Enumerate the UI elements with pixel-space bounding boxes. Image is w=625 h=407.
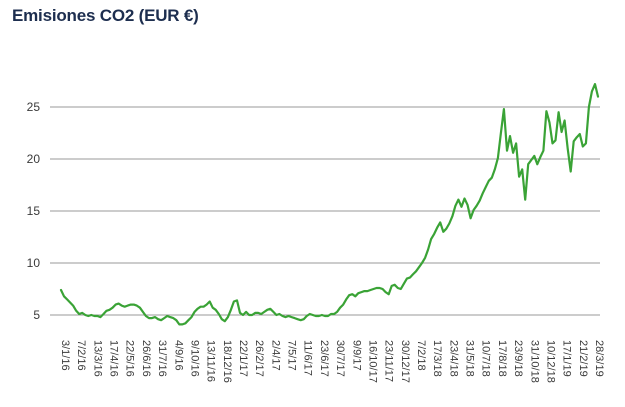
x-tick-label: 13/11/16: [205, 340, 217, 382]
chart-title: Emisiones CO2 (EUR €): [12, 6, 199, 25]
x-tick-label: 21/2/19: [577, 340, 589, 377]
y-axis-ticks: 5 10 15 20 25: [27, 100, 41, 322]
y-tick-label: 5: [33, 308, 40, 322]
x-tick-label: 23/9/18: [512, 340, 524, 377]
x-tick-label: 22/5/16: [124, 340, 136, 377]
x-tick-label: 17/1/19: [561, 340, 573, 377]
x-tick-label: 3/1/16: [59, 340, 71, 371]
x-tick-label: 7/2/16: [75, 340, 87, 371]
x-tick-label: 17/8/18: [496, 340, 508, 377]
x-tick-label: 9/9/17: [350, 340, 362, 371]
series-layer: [59, 82, 600, 326]
x-tick-label: 23/6/17: [318, 340, 330, 377]
x-tick-label: 17/4/16: [108, 340, 120, 377]
x-tick-label: 10/12/18: [544, 340, 556, 383]
x-tick-label: 22/1/17: [237, 340, 249, 377]
x-axis-ticks: 3/1/16 7/2/16 13/3/16 17/4/16 22/5/16 26/6/16…: [59, 340, 605, 383]
x-tick-label: 31/5/18: [464, 340, 476, 377]
x-tick-label: 7/2/18: [415, 340, 427, 371]
x-tick-label: 30/12/17: [399, 340, 411, 383]
x-tick-label: 7/5/17: [286, 340, 298, 371]
y-tick-label: 25: [27, 100, 41, 114]
x-tick-label: 11/6/17: [302, 340, 314, 376]
x-tick-label: 30/7/17: [334, 340, 346, 377]
y-tick-label: 15: [27, 204, 41, 218]
x-tick-label: 31/7/16: [156, 340, 168, 377]
x-tick-label: 26/6/16: [140, 340, 152, 377]
series-line: [59, 82, 600, 326]
x-tick-label: 26/2/17: [253, 340, 265, 377]
x-tick-label: 17/3/18: [431, 340, 443, 377]
x-tick-label: 23/11/17: [383, 340, 395, 382]
y-tick-label: 20: [27, 152, 41, 166]
x-tick-label: 31/10/18: [528, 340, 540, 383]
x-tick-label: 4/9/16: [172, 340, 184, 371]
x-tick-label: 9/10/16: [188, 340, 200, 377]
x-tick-label: 13/3/16: [91, 340, 103, 377]
x-tick-label: 10/7/18: [480, 340, 492, 377]
x-tick-label: 28/3/19: [593, 340, 605, 377]
y-tick-label: 10: [27, 256, 41, 270]
gridlines: [50, 106, 600, 316]
x-tick-label: 16/10/17: [366, 340, 378, 383]
x-tick-label: 18/12/16: [221, 340, 233, 383]
x-tick-label: 23/4/18: [447, 340, 459, 377]
x-tick-label: 2/4/17: [269, 340, 281, 371]
